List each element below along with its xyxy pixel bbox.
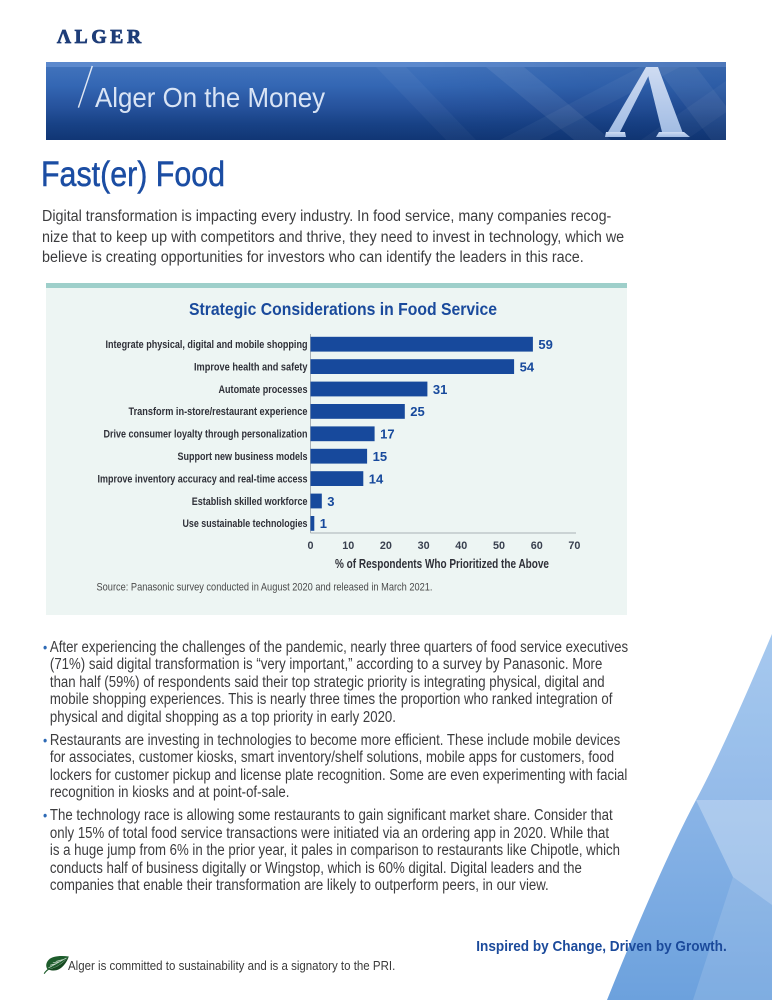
svg-text:Automate processes: Automate processes — [219, 384, 308, 396]
svg-text:14: 14 — [369, 471, 384, 486]
svg-text:40: 40 — [455, 540, 467, 552]
svg-text:3: 3 — [327, 494, 334, 509]
svg-text:0: 0 — [307, 540, 313, 552]
svg-text:Source: Panasonic survey condu: Source: Panasonic survey conducted in Au… — [97, 582, 433, 594]
svg-text:30: 30 — [418, 540, 430, 552]
svg-text:17: 17 — [380, 427, 394, 442]
svg-text:Strategic Considerations in Fo: Strategic Considerations in Food Service — [189, 299, 497, 319]
svg-text:Improve inventory accuracy and: Improve inventory accuracy and real-time… — [98, 473, 308, 485]
svg-text:70: 70 — [568, 540, 580, 552]
svg-text:1: 1 — [320, 516, 327, 531]
svg-text:Drive consumer loyalty through: Drive consumer loyalty through personali… — [104, 429, 308, 441]
svg-text:20: 20 — [380, 540, 392, 552]
svg-text:Transform in-store/restaurant: Transform in-store/restaurant experience — [129, 406, 308, 418]
svg-text:31: 31 — [433, 382, 447, 397]
svg-text:Support new business models: Support new business models — [178, 451, 308, 463]
svg-text:Improve health and safety: Improve health and safety — [194, 361, 308, 373]
svg-text:Use sustainable technologies: Use sustainable technologies — [183, 518, 308, 530]
svg-text:54: 54 — [520, 359, 535, 374]
svg-text:50: 50 — [493, 540, 505, 552]
svg-text:60: 60 — [531, 540, 543, 552]
svg-text:Establish skilled workforce: Establish skilled workforce — [192, 496, 308, 508]
svg-text:% of Respondents Who Prioritiz: % of Respondents Who Prioritized the Abo… — [335, 557, 549, 571]
svg-text:25: 25 — [410, 404, 424, 419]
svg-text:59: 59 — [538, 337, 552, 352]
svg-text:Integrate physical, digital an: Integrate physical, digital and mobile s… — [106, 339, 308, 351]
svg-text:15: 15 — [373, 449, 387, 464]
svg-text:10: 10 — [342, 540, 354, 552]
